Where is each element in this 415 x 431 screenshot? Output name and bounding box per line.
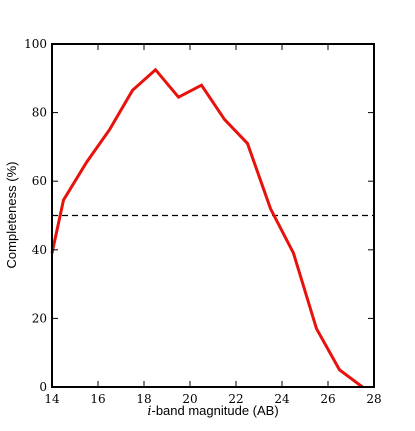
x-axis-label-variable: i bbox=[147, 404, 151, 419]
axis-ticks: 14 16 18 20 22 24 26 28 0 20 40 60 80 100 bbox=[24, 37, 382, 406]
x-tick-label: 16 bbox=[90, 392, 105, 406]
plot-frame bbox=[51, 43, 375, 388]
x-axis-label: i-band magnitude (AB) bbox=[147, 403, 278, 419]
y-tick-label: 100 bbox=[24, 37, 47, 51]
x-tick-label: 20 bbox=[182, 392, 197, 406]
y-tick-label: 40 bbox=[32, 243, 47, 257]
y-tick-label: 60 bbox=[32, 174, 47, 188]
x-tick-label: 26 bbox=[320, 392, 335, 406]
y-axis-label: Completeness (%) bbox=[4, 162, 19, 269]
x-tick-label: 14 bbox=[44, 392, 60, 406]
x-tick-label: 28 bbox=[366, 392, 381, 406]
x-axis-label-text: -band magnitude (AB) bbox=[151, 403, 278, 418]
y-tick-label: 20 bbox=[32, 311, 47, 325]
x-tick-label: 18 bbox=[136, 392, 151, 406]
x-tick-label: 24 bbox=[274, 392, 290, 406]
y-tick-label: 80 bbox=[32, 106, 47, 120]
x-tick-label: 22 bbox=[228, 392, 243, 406]
y-tick-label: 0 bbox=[39, 380, 47, 394]
